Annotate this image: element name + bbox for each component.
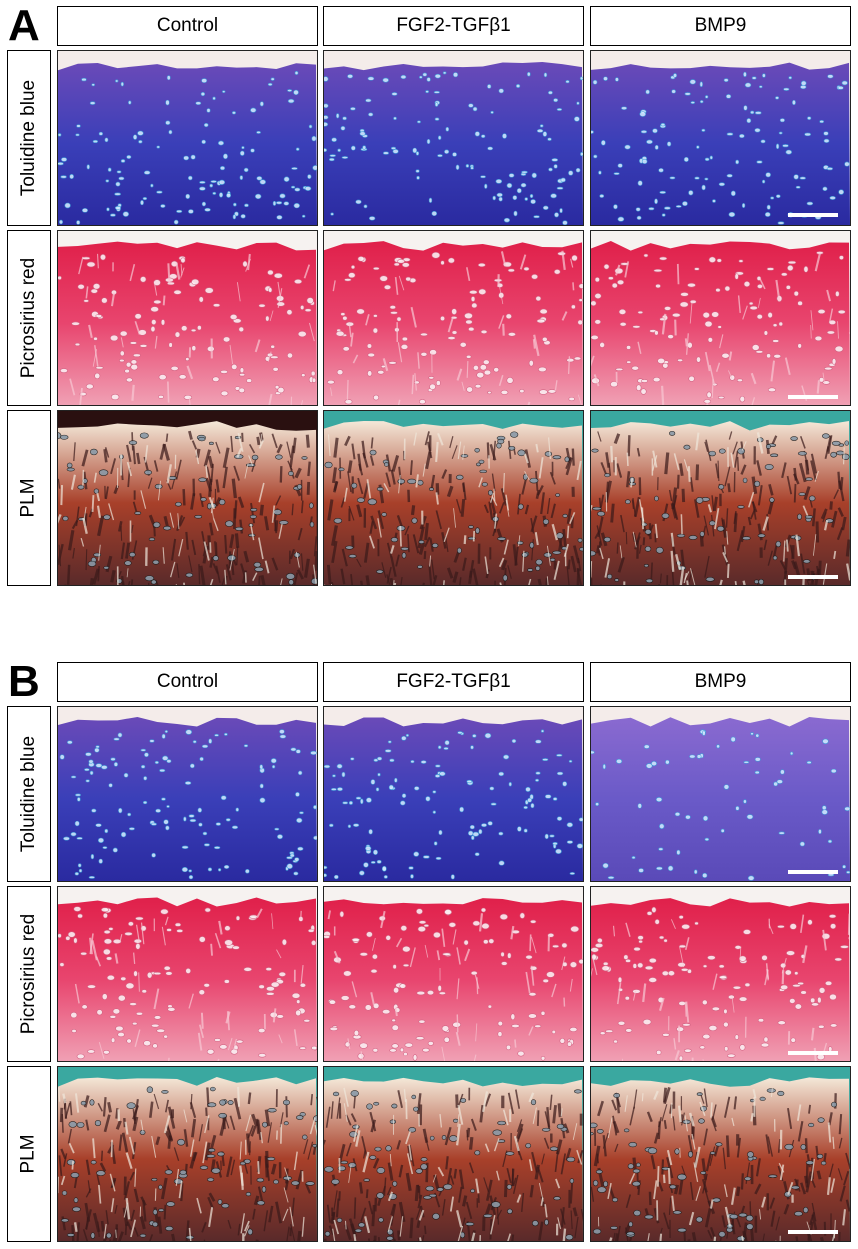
image-plm-control-b: [57, 1066, 318, 1242]
image-plm-bmp9-a: [590, 410, 851, 586]
image-picrosirius-control-a: [57, 230, 318, 406]
image-picrosirius-bmp9-b: [590, 886, 851, 1062]
panel-letter-a: A: [8, 1, 40, 50]
row-header-picrosirius-red-a: Picrosirius red: [7, 230, 51, 406]
row-header-picrosirius-red-b: Picrosirius red: [7, 886, 51, 1062]
row-header-toluidine-blue-a: Toluidine blue: [7, 50, 51, 226]
image-plm-control-a: [57, 410, 318, 586]
image-toluidine-control-b: [57, 706, 318, 882]
image-toluidine-bmp9-a: [590, 50, 851, 226]
image-picrosirius-fgf2-b: [323, 886, 584, 1062]
image-toluidine-fgf2-a: [323, 50, 584, 226]
column-header-bmp9-b: BMP9: [590, 662, 851, 702]
image-picrosirius-bmp9-a: [590, 230, 851, 406]
panel-letter-b: B: [8, 657, 40, 706]
row-header-toluidine-blue-b: Toluidine blue: [7, 706, 51, 882]
scale-bar: [788, 1051, 838, 1055]
image-toluidine-fgf2-b: [323, 706, 584, 882]
column-header-fgf2-tgfb1-a: FGF2-TGFβ1: [323, 6, 584, 46]
image-plm-fgf2-a: [323, 410, 584, 586]
scale-bar: [788, 1230, 838, 1234]
scale-bar: [788, 395, 838, 399]
image-plm-bmp9-b: [590, 1066, 851, 1242]
column-header-bmp9-a: BMP9: [590, 6, 851, 46]
row-header-plm-b: PLM: [7, 1066, 51, 1242]
column-header-fgf2-tgfb1-b: FGF2-TGFβ1: [323, 662, 584, 702]
scale-bar: [788, 575, 838, 579]
image-toluidine-control-a: [57, 50, 318, 226]
image-picrosirius-fgf2-a: [323, 230, 584, 406]
image-picrosirius-control-b: [57, 886, 318, 1062]
column-header-control-b: Control: [57, 662, 318, 702]
image-plm-fgf2-b: [323, 1066, 584, 1242]
image-toluidine-bmp9-b: [590, 706, 851, 882]
scale-bar: [788, 870, 838, 874]
column-header-control-a: Control: [57, 6, 318, 46]
scale-bar: [788, 213, 838, 217]
row-header-plm-a: PLM: [7, 410, 51, 586]
